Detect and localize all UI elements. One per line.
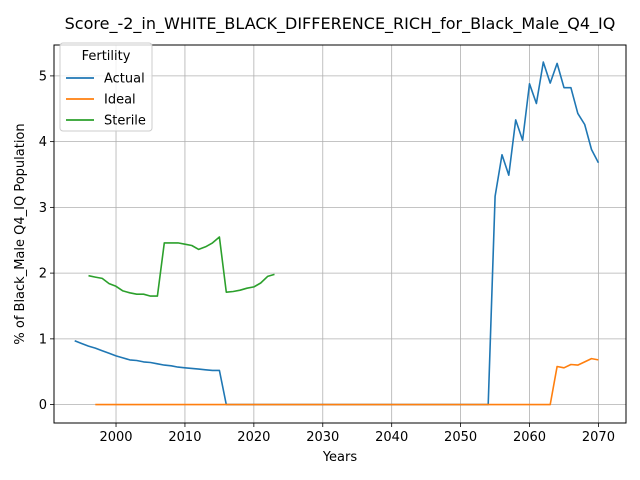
x-tick-label: 2000 — [99, 430, 132, 445]
y-tick-label: 4 — [39, 135, 47, 150]
legend-title: Fertility — [82, 49, 131, 64]
plot-area — [53, 44, 627, 424]
y-tick-label: 0 — [39, 398, 47, 413]
series-line-sterile — [88, 236, 275, 297]
axis-ticks: 2000 2010 2020 2030 2040 2050 2060 2070 0 1 2 3 4 5 — [39, 69, 615, 445]
y-axis-title: % of Black_Male Q4_IQ Population — [13, 123, 28, 344]
legend-label-ideal: Ideal — [104, 93, 136, 108]
legend-box — [59, 42, 153, 132]
chart-title: Score_-2_in_WHITE_BLACK_DIFFERENCE_RICH_… — [65, 14, 616, 34]
series-lines — [74, 61, 600, 406]
x-axis-title: Years — [322, 450, 358, 465]
y-tick-label: 3 — [39, 201, 47, 216]
x-tick-label: 2060 — [513, 430, 546, 445]
y-tick-label: 5 — [39, 69, 47, 84]
series-line-ideal — [95, 357, 599, 406]
x-tick-label: 2030 — [306, 430, 339, 445]
y-tick-label: 1 — [39, 332, 47, 347]
x-tick-label: 2020 — [237, 430, 270, 445]
legend-label-sterile: Sterile — [104, 114, 146, 129]
x-tick-label: 2040 — [375, 430, 408, 445]
y-tick-label: 2 — [39, 267, 47, 282]
x-tick-label: 2050 — [444, 430, 477, 445]
x-tick-label: 2070 — [582, 430, 615, 445]
x-tick-label: 2010 — [168, 430, 201, 445]
legend: Fertility Actual Ideal Sterile — [59, 42, 153, 132]
legend-label-actual: Actual — [104, 72, 145, 87]
